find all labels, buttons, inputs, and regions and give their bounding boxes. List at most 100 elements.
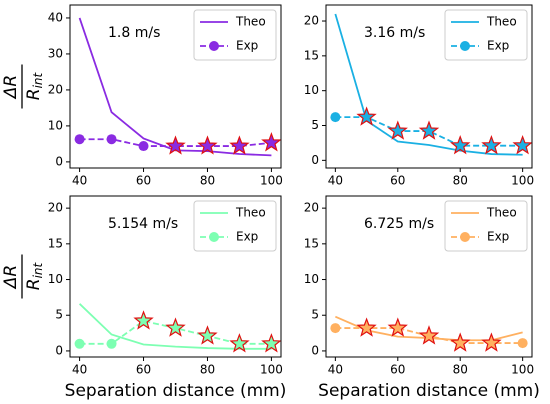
y-tick-label: 40 [48,10,63,24]
y-tick-label: 15 [304,48,319,62]
point-marker [138,141,149,152]
y-label-sub: int [31,261,45,278]
star-marker [165,135,186,155]
x-tick-label: 60 [390,363,405,377]
x-axis-label: Separation distance (mm) [318,381,540,401]
star-marker [229,333,250,353]
x-tick-label: 60 [390,174,405,188]
star-marker [197,325,218,345]
point-marker [517,338,528,349]
x-tick-label: 40 [328,363,343,377]
plot-area [330,13,532,156]
y-tick-label: 5 [311,308,319,322]
x-tick-label: 80 [453,363,468,377]
y-label-denominator: Rint [24,261,45,290]
y-tick-label: 10 [48,118,63,132]
point-marker [330,112,341,123]
star-marker [261,333,281,353]
star-marker [450,332,471,352]
legend-label: Theo [486,15,517,29]
subplot: 40 60 80 100 0 5 10 15 20 3.16 m/s Theo Exp [304,4,534,188]
y-tick-label: 20 [304,201,319,215]
y-tick-label: 15 [48,236,63,250]
star-marker [450,134,471,155]
x-axis-label: Separation distance (mm) [65,381,287,401]
y-tick-label: 0 [311,343,319,357]
legend-marker [460,232,470,242]
x-tick-label: 100 [511,363,534,377]
annotation: 3.16 m/s [364,25,425,41]
legend-label: Exp [236,230,258,244]
x-tick-label: 40 [72,363,87,377]
star-marker [197,135,218,155]
y-axis-label: ΔR Rint [1,254,45,299]
y-tick-label: 10 [48,272,63,286]
annotation: 5.154 m/s [108,216,178,232]
y-tick-label: 0 [311,153,319,167]
x-tick-label: 60 [136,174,151,188]
star-marker [165,317,186,337]
y-label-denominator: Rint [24,71,45,100]
y-tick-label: 15 [304,236,319,250]
point-marker [106,134,117,145]
x-tick-label: 80 [453,174,468,188]
y-tick-label: 30 [48,46,63,60]
point-marker [106,338,117,349]
legend-label: Theo [235,206,266,220]
x-tick-label: 100 [260,363,283,377]
x-tick-label: 40 [72,174,87,188]
star-marker [512,134,532,155]
point-marker [330,323,341,334]
star-marker [481,332,502,352]
y-tick-label: 10 [304,83,319,97]
x-tick-label: 60 [136,363,151,377]
y-label-sub: int [31,71,45,88]
y-tick-label: 20 [48,201,63,215]
y-tick-label: 20 [48,82,63,96]
legend-marker [209,232,219,242]
y-label-numerator: ΔR [1,265,21,290]
y-label-r: R [24,278,44,290]
legend-marker [460,41,470,51]
y-tick-label: 5 [311,118,319,132]
legend-label: Exp [487,39,509,53]
y-tick-label: 0 [55,343,63,357]
y-label-numerator: ΔR [1,75,21,100]
x-tick-label: 40 [328,174,343,188]
annotation: 1.8 m/s [108,25,160,41]
x-tick-label: 80 [200,174,215,188]
x-tick-label: 100 [511,174,534,188]
axes-frame [325,4,533,169]
axes-frame [325,195,533,358]
star-marker [356,317,377,337]
star-marker [418,325,440,345]
star-marker [229,135,250,155]
legend-marker [209,41,219,51]
star-marker [387,317,408,337]
subplot: 40 60 80 100 0 5 10 15 20 5.154 m/s Theo Exp Separat… [1,195,287,401]
legend-label: Exp [236,39,258,53]
point-marker [74,134,85,145]
axes-frame [69,4,282,169]
star-marker [356,106,377,126]
series-line [78,303,272,350]
star-marker [481,134,502,155]
axes-frame [69,195,282,358]
legend-label: Theo [486,206,517,220]
y-tick-label: 0 [55,154,63,168]
y-axis-label: ΔR Rint [1,64,45,109]
y-label-r: R [24,88,44,100]
annotation: 6.725 m/s [364,216,434,232]
point-marker [74,338,85,349]
y-tick-label: 5 [55,308,63,322]
legend-label: Theo [235,15,266,29]
star-marker [418,120,440,140]
star-marker [261,132,281,152]
x-tick-label: 100 [260,174,283,188]
subplot: 40 60 80 100 0 10 20 30 40 1.8 m/s Theo Exp ΔR Rint [1,4,283,188]
y-tick-label: 10 [304,272,319,286]
y-tick-label: 20 [304,14,319,28]
plot-area [74,17,281,157]
plot-area [74,303,281,353]
